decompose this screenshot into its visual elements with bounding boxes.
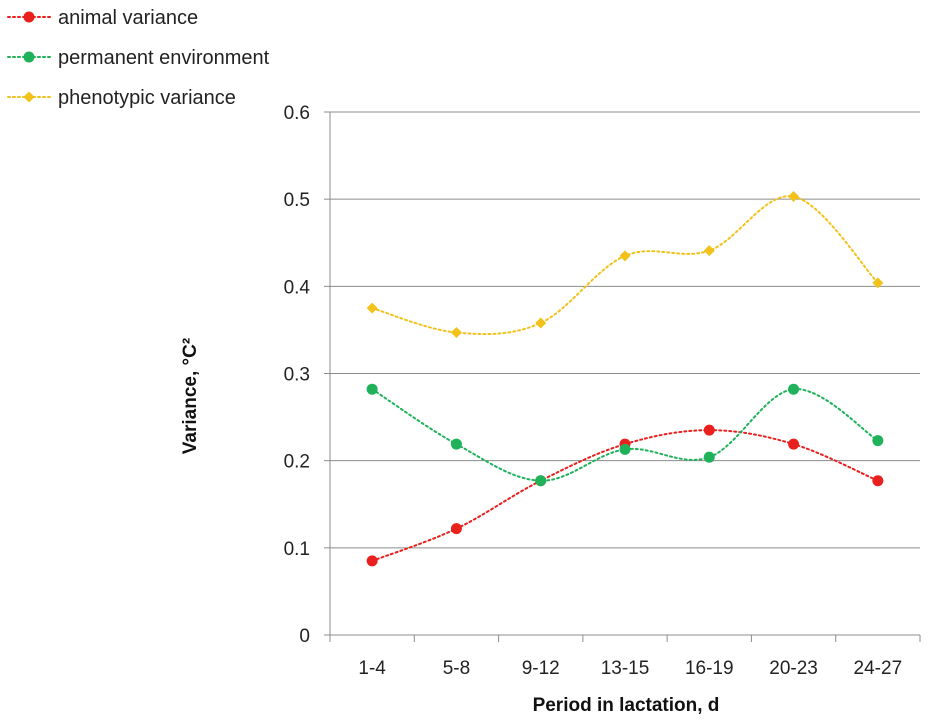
data-point-marker [872, 435, 884, 447]
x-tick-label: 9-12 [522, 658, 560, 679]
series-line [371, 195, 879, 336]
series-1 [366, 383, 884, 487]
axes [324, 111, 921, 642]
data-point-marker [535, 317, 547, 329]
y-tick-label: 0.2 [284, 452, 310, 473]
series-2 [366, 191, 884, 339]
legend-label: permanent environment [58, 47, 270, 69]
data-point-marker [619, 443, 631, 455]
series-line [371, 388, 879, 482]
y-tick-label: 0.4 [284, 277, 311, 298]
y-tick-label: 0.3 [284, 365, 310, 386]
data-point-marker [788, 383, 800, 395]
legend-label: phenotypic variance [58, 87, 236, 109]
y-tick-label: 0.6 [284, 103, 310, 124]
data-point-marker [703, 424, 715, 436]
data-point-marker [788, 438, 800, 450]
gridlines [330, 111, 920, 549]
legend-item: permanent environment [7, 47, 270, 69]
data-point-marker [23, 91, 35, 103]
legend-item: animal variance [7, 7, 198, 29]
x-tick-label: 5-8 [443, 658, 470, 679]
x-tick-label: 20-23 [769, 658, 818, 679]
series-group [366, 191, 884, 567]
x-tick-label: 1-4 [358, 658, 386, 679]
data-point-marker [366, 302, 378, 314]
legend-item: phenotypic variance [7, 87, 236, 109]
data-point-marker [788, 191, 800, 203]
data-point-marker [450, 438, 462, 450]
data-point-marker [703, 451, 715, 463]
x-tick-label: 13-15 [601, 658, 650, 679]
legend-label: animal variance [58, 7, 198, 29]
data-point-marker [366, 555, 378, 567]
x-tick-labels: 1-4 5-8 9-12 13-15 16-19 20-23 24-27 [358, 658, 902, 679]
x-tick-label: 24-27 [854, 658, 903, 679]
legend: animal variance permanent environment phen… [7, 7, 270, 109]
data-point-marker [619, 250, 631, 262]
data-point-marker [535, 475, 547, 487]
data-point-marker [872, 475, 884, 487]
y-axis-title: Variance, °C² [180, 338, 201, 454]
data-point-marker [23, 11, 35, 23]
data-point-marker [703, 245, 715, 257]
y-tick-label: 0 [299, 626, 310, 647]
y-tick-label: 0.5 [284, 190, 310, 211]
data-point-marker [366, 383, 378, 395]
data-point-marker [450, 523, 462, 535]
x-axis-title: Period in lactation, d [533, 695, 720, 716]
y-tick-label: 0.1 [284, 539, 310, 560]
data-point-marker [23, 51, 35, 63]
y-tick-labels: 0 0.1 0.2 0.3 0.4 0.5 0.6 [284, 103, 311, 647]
data-point-marker [872, 277, 884, 289]
x-tick-label: 16-19 [685, 658, 734, 679]
data-point-marker [450, 327, 462, 339]
